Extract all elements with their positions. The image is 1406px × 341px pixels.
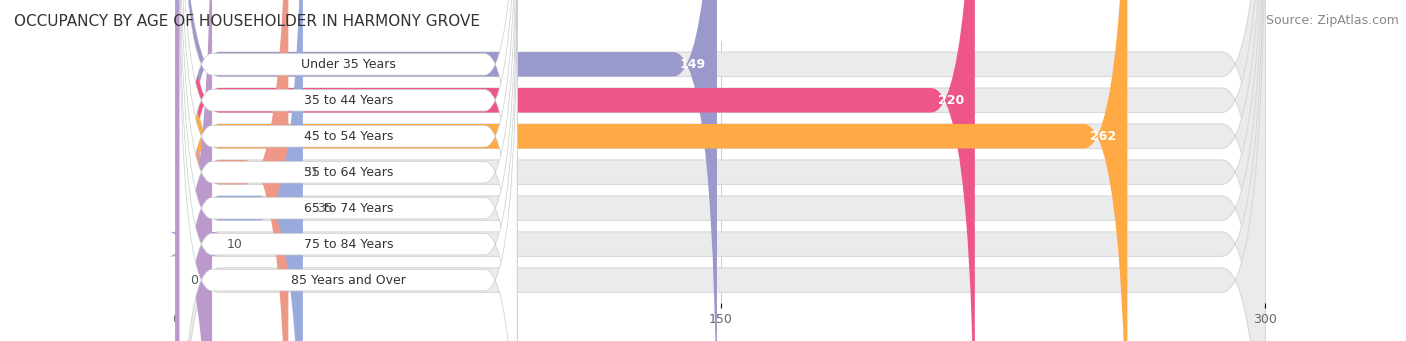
Text: 149: 149 (681, 58, 706, 71)
Text: 75 to 84 Years: 75 to 84 Years (304, 238, 394, 251)
Text: 31: 31 (302, 166, 319, 179)
FancyBboxPatch shape (176, 0, 1265, 341)
FancyBboxPatch shape (176, 0, 302, 341)
FancyBboxPatch shape (180, 0, 517, 341)
FancyBboxPatch shape (176, 0, 717, 341)
Text: 35: 35 (318, 202, 333, 215)
FancyBboxPatch shape (169, 0, 219, 341)
Text: 0: 0 (190, 273, 198, 286)
FancyBboxPatch shape (180, 0, 517, 341)
Text: Source: ZipAtlas.com: Source: ZipAtlas.com (1265, 14, 1399, 27)
FancyBboxPatch shape (180, 0, 517, 341)
Text: 85 Years and Over: 85 Years and Over (291, 273, 406, 286)
Text: 45 to 54 Years: 45 to 54 Years (304, 130, 392, 143)
FancyBboxPatch shape (180, 0, 517, 341)
Text: 262: 262 (1091, 130, 1116, 143)
Text: 220: 220 (938, 94, 965, 107)
FancyBboxPatch shape (176, 0, 1128, 341)
FancyBboxPatch shape (176, 0, 1265, 341)
FancyBboxPatch shape (176, 0, 1265, 341)
FancyBboxPatch shape (180, 0, 517, 341)
Text: 65 to 74 Years: 65 to 74 Years (304, 202, 392, 215)
FancyBboxPatch shape (176, 0, 1265, 341)
FancyBboxPatch shape (176, 0, 974, 341)
FancyBboxPatch shape (176, 0, 288, 341)
FancyBboxPatch shape (180, 0, 517, 341)
Text: 55 to 64 Years: 55 to 64 Years (304, 166, 392, 179)
FancyBboxPatch shape (176, 0, 1265, 341)
Text: 10: 10 (226, 238, 242, 251)
Text: Under 35 Years: Under 35 Years (301, 58, 395, 71)
FancyBboxPatch shape (176, 0, 1265, 341)
FancyBboxPatch shape (180, 0, 517, 341)
Text: 35 to 44 Years: 35 to 44 Years (304, 94, 392, 107)
Text: OCCUPANCY BY AGE OF HOUSEHOLDER IN HARMONY GROVE: OCCUPANCY BY AGE OF HOUSEHOLDER IN HARMO… (14, 14, 479, 29)
FancyBboxPatch shape (176, 0, 1265, 341)
